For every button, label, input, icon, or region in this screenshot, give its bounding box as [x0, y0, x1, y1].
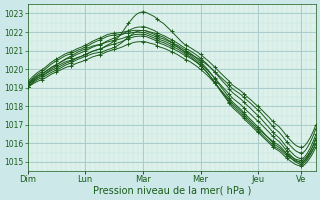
- X-axis label: Pression niveau de la mer( hPa ): Pression niveau de la mer( hPa ): [92, 186, 251, 196]
